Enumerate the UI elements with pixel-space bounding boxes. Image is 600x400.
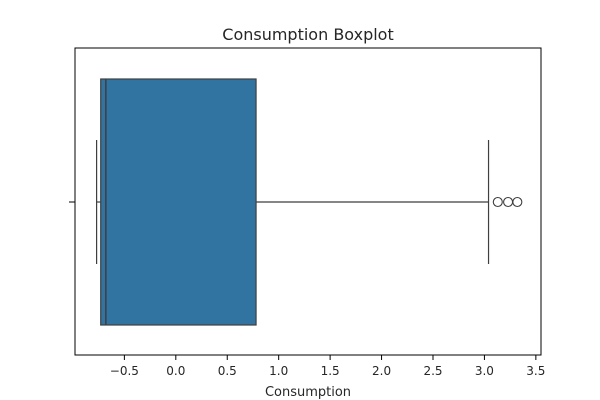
x-tick-label: 0.0 [166,364,185,378]
x-axis: −0.5 0.0 0.5 1.0 1.5 2.0 2.5 3.0 3.5 [110,355,545,378]
outlier-point [503,196,514,208]
box-iqr [100,78,257,326]
chart-title: Consumption Boxplot [222,25,393,44]
outlier-point [512,196,523,208]
x-tick-label: 0.5 [218,364,237,378]
x-tick-label: 1.5 [321,364,340,378]
x-tick-label: 2.5 [423,364,442,378]
x-tick-label: 1.0 [269,364,288,378]
x-tick-label: 2.0 [372,364,391,378]
x-tick-label: −0.5 [110,364,139,378]
box-layer [96,78,523,326]
outlier-point [492,196,503,208]
x-tick-label: 3.0 [475,364,494,378]
x-tick-label: 3.5 [526,364,545,378]
x-axis-label: Consumption [265,385,351,400]
